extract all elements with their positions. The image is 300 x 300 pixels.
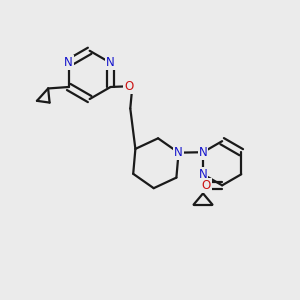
Text: O: O — [124, 80, 134, 93]
Text: N: N — [64, 56, 73, 69]
Text: N: N — [174, 146, 183, 159]
Text: N: N — [199, 168, 207, 181]
Text: N: N — [199, 146, 207, 159]
Text: N: N — [106, 56, 115, 69]
Text: O: O — [201, 179, 211, 192]
